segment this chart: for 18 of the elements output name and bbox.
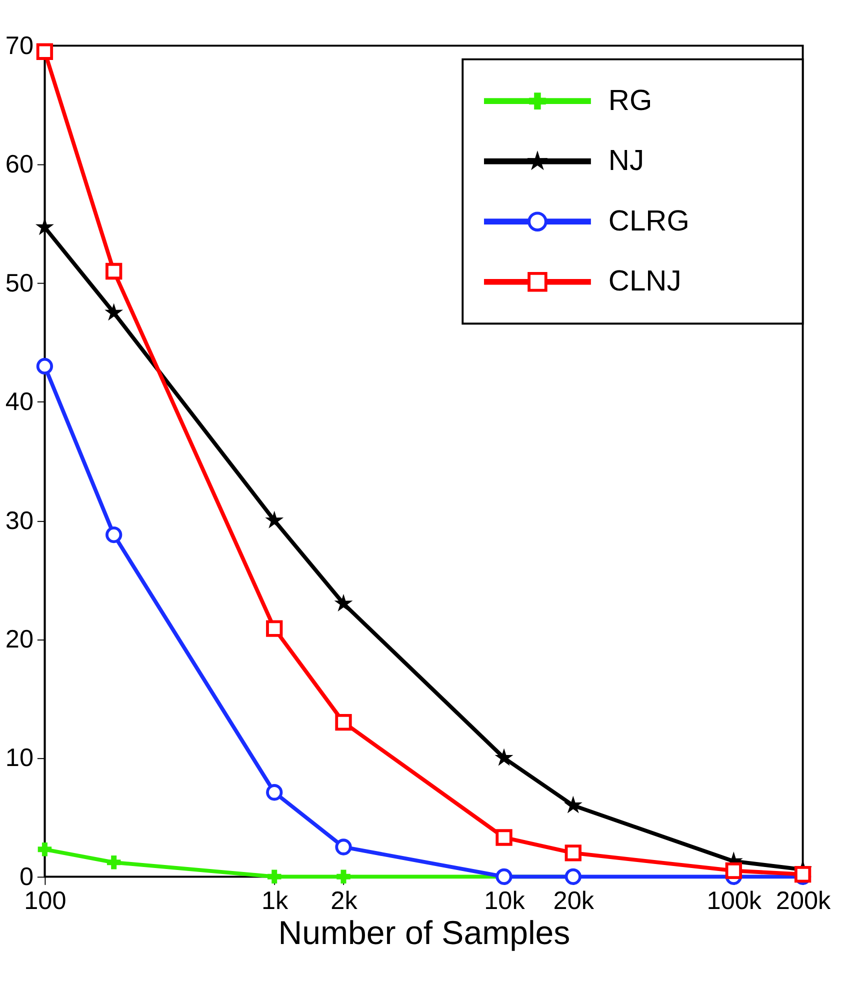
legend-label: RG [608, 84, 652, 117]
legend-label: NJ [608, 145, 644, 178]
y-tick-label: 40 [5, 388, 34, 416]
x-tick-label: 100k [706, 887, 762, 916]
y-tick-label: 50 [5, 269, 34, 298]
x-tick-label: 1k [262, 887, 289, 916]
y-tick-label: 70 [5, 32, 34, 60]
x-tick-label: 200k [776, 887, 832, 916]
y-tick-label: 60 [5, 150, 34, 179]
y-tick-label: 20 [5, 626, 34, 654]
y-tick-label: 30 [5, 506, 34, 535]
legend-label: CLRG [608, 205, 690, 238]
y-tick-label: 10 [5, 744, 34, 772]
x-axis-title: Number of Samples [278, 915, 570, 952]
legend-label: CLNJ [608, 266, 682, 298]
x-tick-label: 10k [484, 887, 526, 916]
x-tick-label: 2k [330, 887, 358, 916]
x-tick-label: 20k [553, 887, 594, 916]
